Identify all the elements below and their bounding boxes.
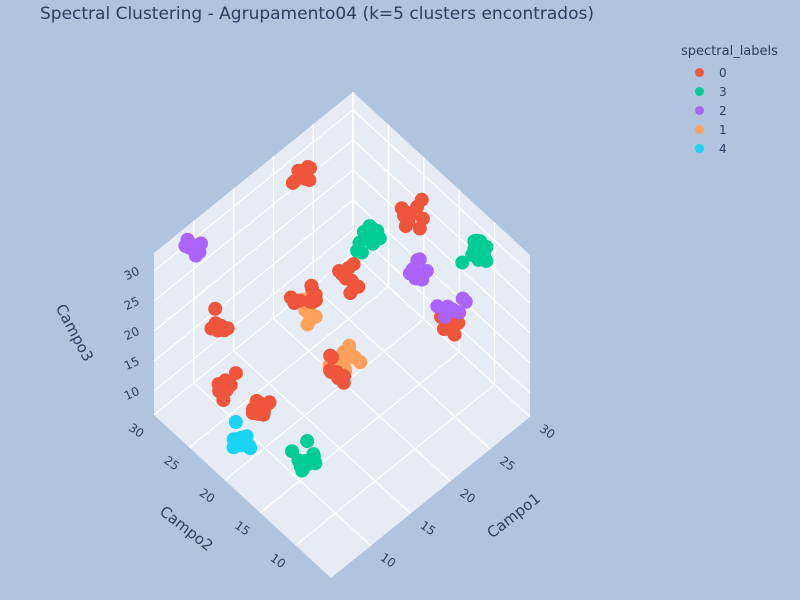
tick-labels: 10 15 20 25 30 10 15 20 25 30 10 15 20 25 30 [122, 264, 558, 571]
marker-cluster-0[interactable] [256, 407, 271, 422]
marker-cluster-0[interactable] [447, 327, 462, 342]
marker-cluster-3[interactable] [300, 434, 315, 449]
tick-y: 10 [268, 551, 289, 571]
marker-cluster-0[interactable] [343, 286, 358, 300]
floor-pane [154, 254, 530, 578]
axis-title-campo1: Campo1 [484, 489, 544, 542]
legend: spectral_labels 0 3 2 1 4 [672, 44, 778, 158]
marker-cluster-0[interactable] [325, 350, 340, 365]
marker-cluster-4[interactable] [234, 438, 248, 453]
marker-cluster-3[interactable] [471, 252, 486, 267]
legend-item-4[interactable]: 4 [672, 139, 778, 158]
tick-z: 15 [122, 354, 142, 373]
marker-cluster-3[interactable] [455, 255, 470, 270]
marker-cluster-2[interactable] [458, 294, 473, 309]
tick-y: 25 [161, 453, 182, 473]
chart-title: Spectral Clustering - Agrupamento04 (k=5… [40, 4, 594, 24]
marker-cluster-2[interactable] [415, 272, 430, 287]
legend-marker-icon [695, 144, 704, 153]
tick-y: 20 [197, 486, 218, 506]
marker-cluster-3[interactable] [367, 231, 382, 246]
marker-cluster-1[interactable] [304, 309, 319, 324]
tick-x: 20 [457, 486, 478, 506]
marker-cluster-0[interactable] [326, 364, 341, 379]
tick-z: 25 [122, 294, 142, 313]
marker-cluster-0[interactable] [302, 294, 317, 309]
marker-cluster-0[interactable] [287, 296, 302, 310]
axis-title-campo3: Campo3 [52, 301, 97, 365]
legend-label: 3 [719, 84, 727, 99]
legend-title: spectral_labels [681, 44, 778, 59]
tick-x: 30 [537, 421, 558, 441]
tick-x: 25 [497, 454, 518, 474]
tick-y: 15 [232, 518, 253, 538]
marker-cluster-0[interactable] [208, 301, 223, 316]
tick-z: 10 [122, 384, 142, 403]
marker-cluster-0[interactable] [346, 257, 361, 272]
legend-item-3[interactable]: 3 [672, 82, 778, 101]
marker-cluster-0[interactable] [216, 393, 231, 408]
marker-cluster-0[interactable] [228, 366, 243, 381]
marker-cluster-0[interactable] [336, 375, 351, 390]
marker-cluster-4[interactable] [228, 415, 243, 429]
legend-marker-icon [695, 87, 704, 96]
marker-cluster-2[interactable] [192, 245, 207, 260]
gridline-z [153, 109, 531, 274]
marker-cluster-0[interactable] [412, 221, 427, 236]
marker-cluster-1[interactable] [347, 350, 362, 365]
legend-marker-icon [695, 125, 704, 134]
marker-cluster-0[interactable] [209, 322, 224, 337]
marker-cluster-3[interactable] [354, 245, 369, 260]
legend-item-1[interactable]: 1 [672, 120, 778, 139]
marker-cluster-2[interactable] [438, 309, 452, 324]
marker-cluster-0[interactable] [338, 271, 353, 286]
legend-marker-icon [695, 106, 704, 115]
legend-label: 2 [719, 103, 727, 118]
tick-x: 10 [378, 550, 399, 570]
scene-3d[interactable]: 101520253010152025301015202530Campo1Camp… [0, 0, 800, 580]
legend-item-2[interactable]: 2 [672, 101, 778, 120]
legend-item-0[interactable]: 0 [672, 63, 778, 82]
tick-z: 20 [122, 324, 142, 343]
legend-label: 0 [719, 65, 727, 80]
marker-cluster-3[interactable] [285, 444, 299, 459]
tick-z: 30 [122, 264, 142, 283]
legend-marker-icon [695, 68, 704, 77]
marker-cluster-0[interactable] [285, 175, 300, 190]
marker-cluster-2[interactable] [430, 299, 445, 314]
legend-label: 4 [719, 141, 727, 156]
axis-title-campo2: Campo2 [156, 502, 216, 555]
marker-cluster-2[interactable] [183, 236, 198, 251]
back-right-pane [353, 92, 530, 417]
tick-x: 15 [418, 518, 439, 538]
marker-cluster-2[interactable] [402, 266, 417, 281]
data-markers [178, 160, 494, 478]
marker-cluster-0[interactable] [398, 219, 413, 234]
tick-y: 30 [126, 420, 147, 440]
marker-cluster-3[interactable] [300, 457, 315, 472]
legend-label: 1 [719, 122, 727, 137]
